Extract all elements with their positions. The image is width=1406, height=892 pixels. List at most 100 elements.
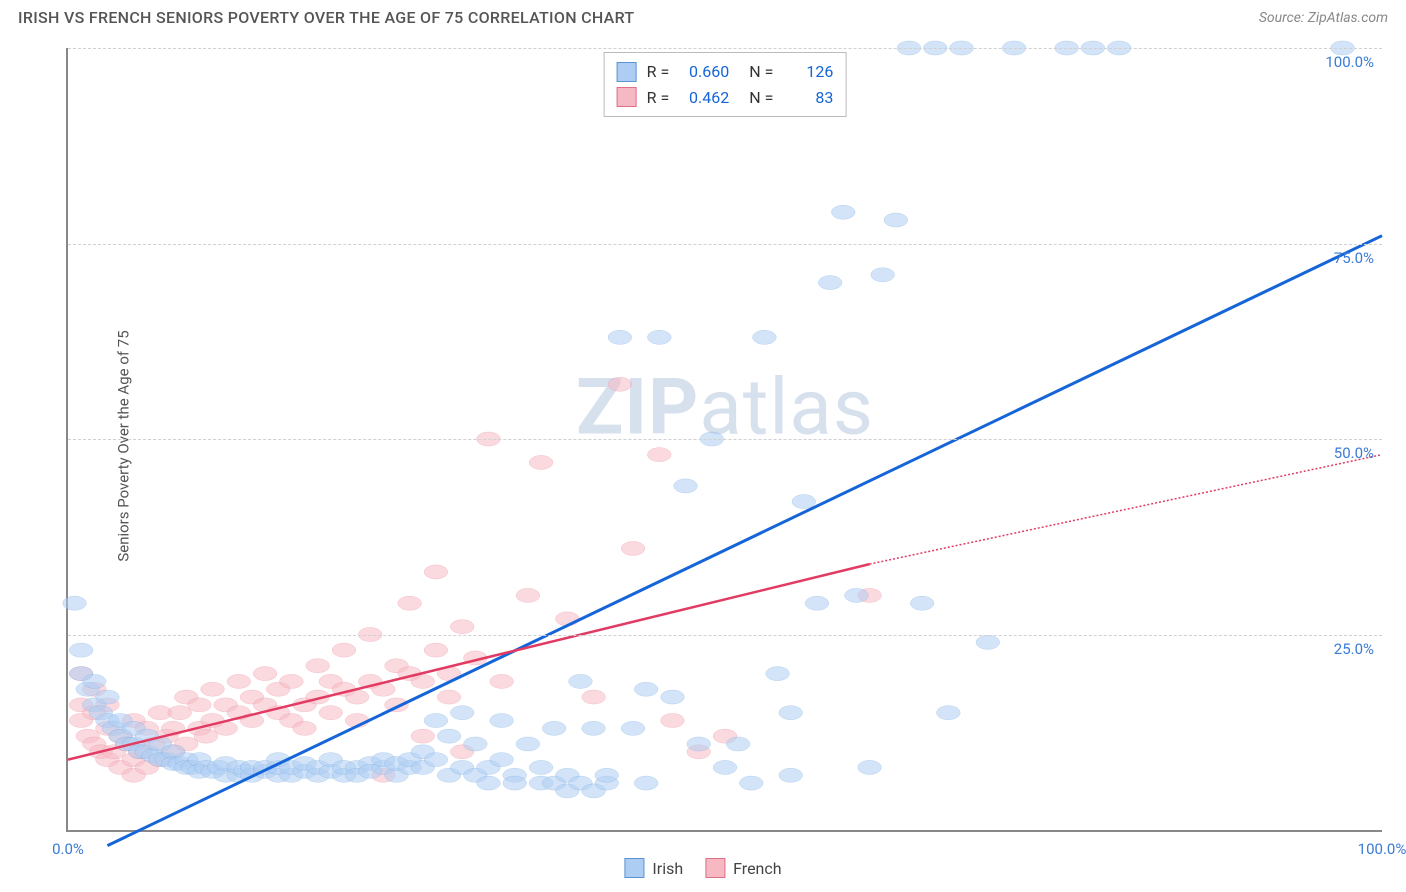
data-point [194,729,218,743]
stats-row: R =0.660N =126 [617,59,834,85]
source-label: Source: ZipAtlas.com [1259,10,1388,26]
gridline [68,48,1382,49]
data-point [831,205,855,219]
data-point [542,721,566,735]
data-point [424,713,448,727]
data-point [621,541,645,555]
stat-n-label: N = [749,59,773,85]
y-tick-label: 25.0% [1334,640,1374,658]
data-point [634,776,658,790]
data-point [634,682,658,696]
y-tick-label: 75.0% [1334,249,1374,267]
data-point [63,596,87,610]
stat-r-label: R = [647,59,670,85]
data-point [937,706,961,720]
data-point [779,706,803,720]
data-point [424,753,448,767]
data-point [608,330,632,344]
data-point [687,737,711,751]
data-point [595,768,619,782]
legend-swatch [624,858,644,878]
data-point [437,690,461,704]
data-point [280,674,304,688]
data-point [976,635,1000,649]
x-tick-label: 100.0% [1358,840,1406,858]
legend-item: Irish [624,858,683,878]
data-point [306,659,330,673]
stat-r-value: 0.462 [679,85,729,111]
data-point [858,760,882,774]
data-point [871,268,895,282]
data-point [647,330,671,344]
data-point [411,729,435,743]
data-point [477,776,501,790]
gridline [68,439,1382,440]
chart-title: IRISH VS FRENCH SENIORS POVERTY OVER THE… [18,8,634,27]
data-point [69,643,93,657]
data-point [450,620,474,634]
legend-item: French [705,858,781,878]
data-point [753,330,777,344]
stats-row: R = 0.462 N = 83 [617,85,834,111]
data-point [910,596,934,610]
data-point [450,706,474,720]
x-tick-label: 0.0% [52,840,84,858]
data-point [424,565,448,579]
data-point [168,706,192,720]
trend-line [68,564,870,760]
legend-swatch [617,87,637,107]
data-point [884,213,908,227]
data-point [713,760,737,774]
trend-line [107,236,1382,846]
chart-container: Seniors Poverty Over the Age of 75 ZIPat… [18,48,1388,844]
data-point [516,588,540,602]
stats-legend: R =0.660N =126R =0.462N =83 [604,52,847,117]
stat-n-value: 83 [783,85,833,111]
legend-label: French [733,859,781,878]
data-point [490,713,514,727]
data-point [661,690,685,704]
data-point [845,588,869,602]
data-point [411,674,435,688]
data-point [621,721,645,735]
data-point [437,729,461,743]
data-point [516,737,540,751]
data-point [201,682,225,696]
legend-swatch [705,858,725,878]
data-point [490,674,514,688]
data-point [608,377,632,391]
data-point [319,706,343,720]
stat-n-value: 126 [783,59,833,85]
gridline [68,635,1382,636]
data-point [293,721,317,735]
data-point [569,674,593,688]
data-point [647,448,671,462]
stat-r-label: R = [647,85,670,111]
trend-line-extrapolated [870,455,1382,564]
data-point [792,495,816,509]
stat-n-label: N = [749,85,773,111]
data-point [661,713,685,727]
data-point [739,776,763,790]
data-point [227,674,251,688]
data-point [726,737,750,751]
data-point [529,760,553,774]
data-point [332,643,356,657]
data-point [398,596,422,610]
series-legend: Irish French [624,858,781,878]
data-point [96,690,120,704]
data-point [503,776,527,790]
data-point [253,667,277,681]
data-point [424,643,448,657]
data-point [82,674,106,688]
data-point [490,753,514,767]
data-point [818,276,842,290]
legend-swatch [617,62,637,82]
data-point [188,698,212,712]
y-tick-label: 100.0% [1325,53,1374,71]
data-point [582,690,606,704]
header: IRISH VS FRENCH SENIORS POVERTY OVER THE… [0,0,1406,39]
data-point [464,737,488,751]
gridline [68,244,1382,245]
plot-area: ZIPatlas R =0.660N =126R =0.462N =83 25.… [66,48,1382,832]
